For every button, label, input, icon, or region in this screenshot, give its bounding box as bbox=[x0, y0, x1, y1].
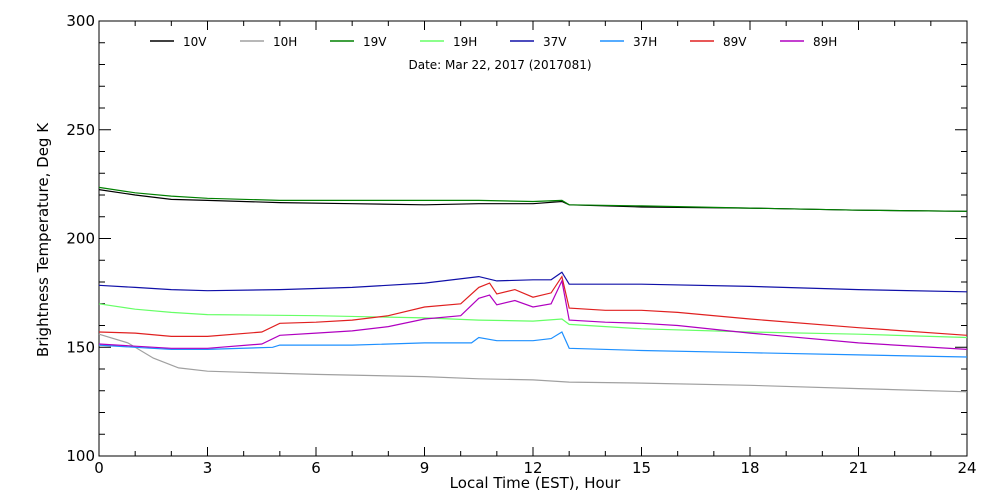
legend: 10V 10H 19V 19H 37V 37H 89V 89H bbox=[150, 35, 837, 49]
legend-label: 19H bbox=[453, 35, 477, 49]
x-tick-label: 3 bbox=[203, 459, 213, 477]
plot-frame bbox=[98, 20, 968, 457]
y-tick-label: 200 bbox=[66, 230, 95, 248]
legend-item-19h: 19H bbox=[420, 35, 477, 49]
legend-label: 37H bbox=[633, 35, 657, 49]
series-line-19v bbox=[98, 186, 968, 212]
y-tick-label: 250 bbox=[66, 121, 95, 139]
legend-label: 37V bbox=[543, 35, 567, 49]
legend-item-89h: 89H bbox=[780, 35, 837, 49]
x-tick-label: 0 bbox=[94, 459, 104, 477]
legend-item-10h: 10H bbox=[240, 35, 297, 49]
series-line-19h bbox=[98, 303, 968, 339]
x-tick-label: 6 bbox=[311, 459, 321, 477]
x-tick-label: 12 bbox=[523, 459, 542, 477]
y-tick-label: 100 bbox=[66, 447, 95, 465]
chart-subtitle: Date: Mar 22, 2017 (2017081) bbox=[408, 58, 591, 72]
x-tick-label: 9 bbox=[420, 459, 430, 477]
series-line-37v bbox=[98, 271, 968, 293]
legend-label: 19V bbox=[363, 35, 387, 49]
x-tick-label: 24 bbox=[957, 459, 976, 477]
series-line-10v bbox=[98, 189, 968, 212]
legend-item-10v: 10V bbox=[150, 35, 207, 49]
legend-label: 10V bbox=[183, 35, 207, 49]
y-tick-label: 300 bbox=[66, 12, 95, 30]
series-line-10h bbox=[98, 333, 968, 393]
legend-item-37h: 37H bbox=[600, 35, 657, 49]
legend-label: 10H bbox=[273, 35, 297, 49]
y-tick-label: 150 bbox=[66, 338, 95, 356]
legend-item-19v: 19V bbox=[330, 35, 387, 49]
x-tick-label: 15 bbox=[632, 459, 651, 477]
axis-ticks bbox=[98, 20, 968, 457]
legend-item-89v: 89V bbox=[690, 35, 747, 49]
legend-label: 89H bbox=[813, 35, 837, 49]
legend-item-37v: 37V bbox=[510, 35, 567, 49]
series-line-37h bbox=[98, 331, 968, 358]
series-line-89v bbox=[98, 275, 968, 337]
series-line-89h bbox=[98, 278, 968, 350]
y-axis-label: Brightness Temperature, Deg K bbox=[34, 122, 52, 357]
x-tick-label: 18 bbox=[740, 459, 759, 477]
x-tick-label: 21 bbox=[849, 459, 868, 477]
axis-tick-labels: 0 3 6 9 12 15 18 21 24 100 150 200 250 300 bbox=[66, 12, 976, 477]
legend-label: 89V bbox=[723, 35, 747, 49]
series-lines bbox=[98, 186, 968, 393]
x-axis-label: Local Time (EST), Hour bbox=[450, 474, 621, 492]
